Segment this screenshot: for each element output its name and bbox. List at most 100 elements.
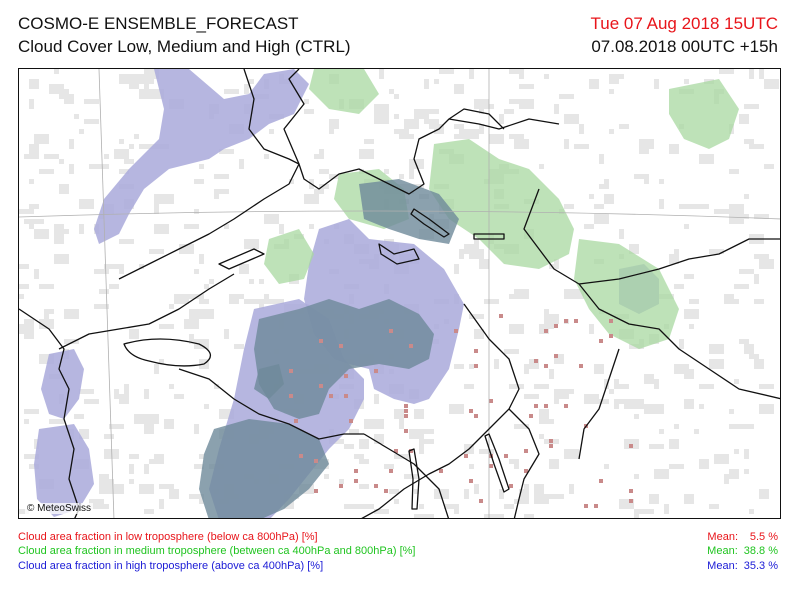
low-cloud-cell — [349, 419, 353, 423]
low-cloud-cell — [339, 484, 343, 488]
sparse-cloud-cell — [514, 139, 529, 149]
sparse-cloud-cell — [719, 69, 729, 74]
sparse-cloud-cell — [699, 154, 714, 164]
sparse-cloud-cell — [674, 284, 684, 289]
low-cloud-cell — [544, 404, 548, 408]
sparse-cloud-cell — [169, 384, 174, 389]
graticule — [19, 69, 780, 518]
sparse-cloud-cell — [119, 394, 129, 404]
sparse-cloud-cell — [464, 244, 479, 254]
sparse-cloud-cell — [99, 484, 109, 494]
sparse-cloud-cell — [354, 454, 364, 459]
sparse-cloud-cell — [414, 514, 424, 518]
low-cloud-cell — [409, 449, 413, 453]
sparse-cloud-cell — [109, 264, 124, 269]
sparse-cloud-cell — [149, 249, 164, 254]
sparse-cloud-cell — [189, 294, 204, 299]
sparse-cloud-cell — [384, 169, 389, 174]
sparse-cloud-cell — [684, 399, 694, 409]
low-cloud-cell — [574, 319, 578, 323]
sparse-cloud-cell — [119, 264, 124, 274]
sparse-cloud-cell — [19, 294, 24, 299]
sparse-cloud-cell — [669, 439, 679, 449]
low-cloud-cell — [439, 469, 443, 473]
high-cloud-patch-north — [94, 69, 309, 244]
sparse-cloud-cell — [159, 484, 174, 489]
sparse-cloud-cell — [694, 429, 699, 434]
sparse-cloud-cell — [539, 419, 554, 424]
sparse-cloud-cell — [759, 384, 774, 389]
sparse-cloud-cell — [514, 424, 529, 429]
sparse-cloud-cell — [309, 224, 314, 229]
sparse-cloud-cell — [749, 69, 754, 79]
sparse-cloud-cell — [549, 494, 564, 499]
sparse-cloud-cell — [74, 114, 79, 119]
sparse-cloud-cell — [384, 464, 394, 469]
sparse-cloud-cell — [514, 459, 519, 469]
sparse-cloud-cell — [259, 279, 264, 284]
sparse-cloud-cell — [454, 364, 464, 369]
mean-medium-value: 38.8 % — [743, 545, 778, 557]
sparse-cloud-cell — [79, 389, 94, 394]
sparse-cloud-cell — [119, 139, 124, 144]
sparse-cloud-cell — [564, 204, 574, 209]
sparse-cloud-cell — [464, 384, 474, 389]
sparse-cloud-cell — [449, 404, 464, 414]
sparse-cloud-cell — [564, 139, 569, 149]
sparse-cloud-cell — [594, 204, 604, 209]
sparse-cloud-cell — [649, 444, 664, 449]
sparse-cloud-cell — [324, 474, 329, 479]
low-cloud-cell — [524, 449, 528, 453]
sparse-cloud-cell — [339, 479, 344, 484]
sparse-cloud-cell — [684, 309, 699, 319]
sparse-cloud-cell — [239, 159, 244, 169]
sparse-cloud-cell — [709, 359, 724, 369]
sparse-cloud-cell — [154, 224, 169, 234]
sparse-cloud-cell — [24, 419, 29, 424]
legend-high-cloud: Cloud area fraction in high troposphere … — [18, 560, 324, 572]
sparse-cloud-cell — [84, 399, 99, 404]
sparse-cloud-cell — [509, 459, 514, 464]
sparse-cloud-cell — [609, 74, 624, 79]
sparse-cloud-cell — [29, 204, 39, 209]
sparse-cloud-cell — [259, 299, 264, 309]
sparse-cloud-cell — [609, 89, 614, 94]
sparse-cloud-cell — [49, 419, 64, 424]
sparse-cloud-cell — [659, 179, 664, 184]
sparse-cloud-cell — [329, 174, 339, 179]
border-geneva-west — [58, 273, 235, 350]
low-cloud-cell — [469, 409, 473, 413]
sparse-cloud-cell — [239, 294, 244, 299]
sparse-cloud-cell — [84, 119, 99, 124]
sparse-cloud-cell — [734, 379, 739, 384]
sparse-cloud-cell — [419, 504, 424, 509]
sparse-cloud-cell — [724, 209, 729, 214]
sparse-cloud-cell — [19, 509, 29, 514]
sparse-cloud-cell — [99, 474, 109, 484]
sparse-cloud-cell — [289, 179, 294, 184]
sparse-cloud-cell — [634, 174, 649, 179]
sparse-cloud-cell — [349, 429, 359, 434]
sparse-cloud-cell — [269, 129, 274, 134]
sparse-cloud-cell — [44, 154, 59, 159]
sparse-cloud-cell — [724, 474, 729, 484]
medium-cloud-patch-north — [309, 69, 379, 114]
sparse-cloud-cell — [374, 509, 389, 514]
border-lake-geneva — [123, 338, 211, 367]
sparse-cloud-cell — [314, 189, 324, 194]
low-cloud-cell — [599, 339, 603, 343]
sparse-cloud-cell — [59, 89, 69, 99]
sparse-cloud-cell — [544, 74, 549, 79]
sparse-cloud-cell — [109, 484, 124, 494]
sparse-cloud-cell — [129, 479, 134, 484]
sparse-cloud-cell — [144, 389, 149, 399]
sparse-cloud-cell — [204, 284, 209, 289]
lake-lucerne — [378, 243, 420, 265]
high-cloud-patch-southwest — [34, 424, 94, 517]
sparse-cloud-cell — [24, 409, 39, 414]
lake-neuchatel — [218, 248, 265, 270]
sparse-cloud-cell — [464, 489, 469, 499]
sparse-cloud-cell — [394, 94, 399, 99]
sparse-cloud-cell — [534, 494, 549, 504]
low-cloud-cell — [609, 319, 613, 323]
